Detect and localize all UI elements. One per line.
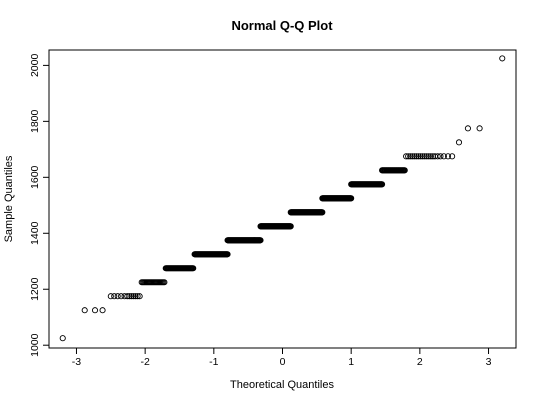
data-point (136, 293, 143, 300)
data-point (421, 153, 428, 160)
x-axis-label: Theoretical Quantiles (230, 379, 334, 391)
y-tick-label: 1000 (29, 333, 41, 357)
data-point (405, 153, 412, 160)
x-tick-label: -1 (209, 356, 218, 368)
chart-title: Normal Q-Q Plot (231, 18, 333, 33)
data-point (91, 307, 99, 314)
y-tick-label: 1600 (29, 165, 41, 189)
data-point (81, 307, 88, 314)
y-axis: 1000 1200 1400 1600 1800 2000 (29, 54, 50, 357)
data-point (134, 293, 141, 300)
x-axis: -3 -2 -1 0 1 2 3 (72, 347, 492, 368)
data-point (124, 293, 131, 300)
data-point (59, 335, 66, 342)
data-point (348, 195, 355, 202)
data-point (161, 279, 168, 286)
data-point (111, 293, 118, 300)
data-points (59, 55, 506, 342)
data-point (444, 153, 452, 160)
data-point (437, 153, 444, 160)
data-point (434, 153, 441, 160)
data-point (499, 55, 506, 62)
data-point (126, 293, 133, 300)
data-point (107, 293, 114, 300)
x-tick-label: 1 (348, 356, 354, 368)
data-point (464, 125, 471, 132)
data-point (411, 153, 418, 160)
data-point (440, 153, 447, 160)
data-point (455, 139, 463, 146)
data-point (130, 293, 137, 300)
data-point (413, 153, 420, 160)
data-point (403, 153, 410, 160)
plot-frame (48, 49, 517, 349)
data-point (99, 307, 106, 314)
data-point (419, 153, 426, 160)
y-axis-label: Sample Quantiles (3, 155, 15, 242)
x-tick-label: -2 (140, 356, 149, 368)
data-point (423, 153, 430, 160)
x-tick-label: -3 (72, 356, 81, 368)
data-point (118, 293, 125, 300)
y-tick-label: 2000 (29, 54, 41, 78)
x-tick-label: 2 (417, 356, 423, 368)
data-point (379, 181, 386, 188)
y-tick-label: 1800 (29, 110, 41, 134)
data-point (476, 125, 483, 132)
data-point (409, 153, 416, 160)
x-tick-label: 0 (280, 356, 286, 368)
x-tick-label: 3 (486, 356, 492, 368)
data-point (427, 153, 434, 160)
data-point (425, 153, 432, 160)
y-tick-label: 1200 (29, 277, 41, 301)
data-point (401, 167, 408, 174)
data-point (257, 237, 264, 244)
data-point (319, 209, 326, 216)
data-point (415, 153, 422, 160)
data-point (417, 153, 424, 160)
y-tick-label: 1400 (29, 221, 41, 245)
data-point (114, 293, 121, 300)
data-point (449, 153, 456, 160)
data-point (287, 223, 294, 230)
data-point (132, 293, 139, 300)
data-point (128, 293, 135, 300)
data-point (224, 251, 231, 258)
data-point (407, 153, 414, 160)
data-point (190, 265, 197, 272)
